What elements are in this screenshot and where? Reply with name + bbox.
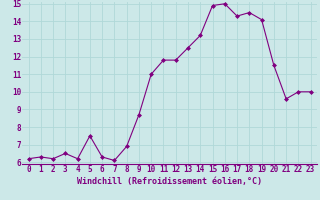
X-axis label: Windchill (Refroidissement éolien,°C): Windchill (Refroidissement éolien,°C): [77, 177, 262, 186]
